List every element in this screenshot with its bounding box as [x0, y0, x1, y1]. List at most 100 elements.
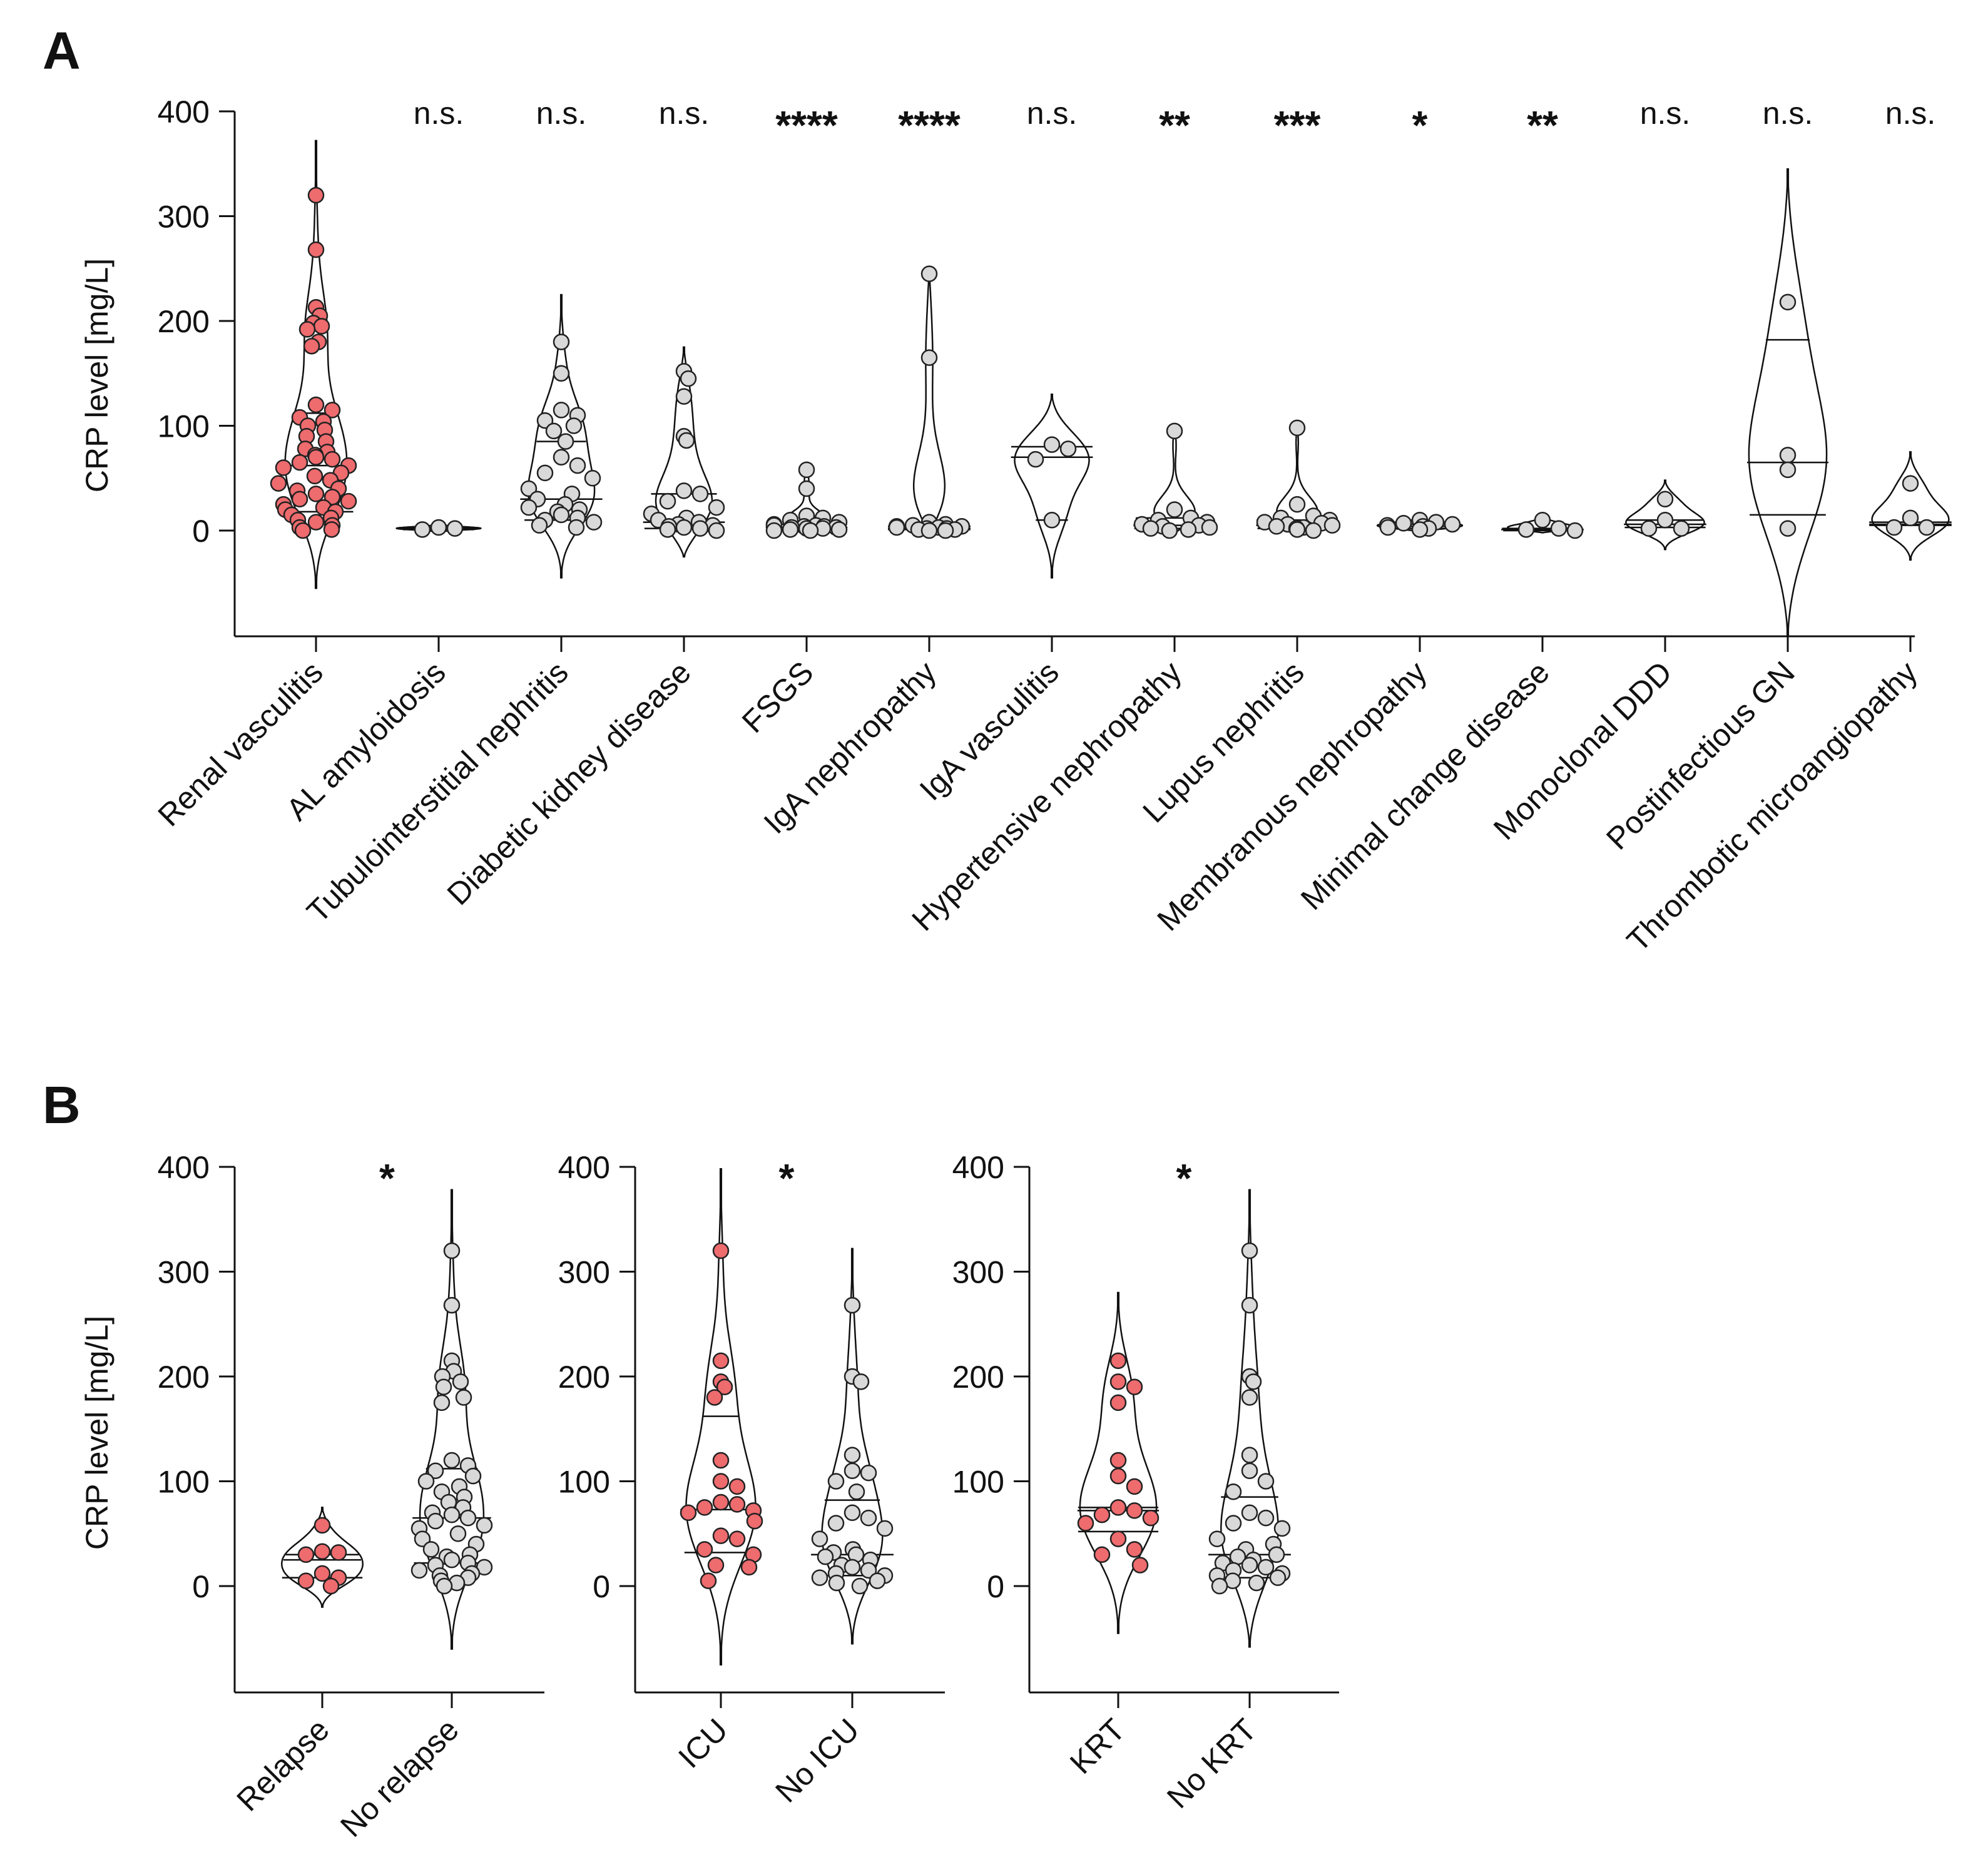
- cat-iga-vasculitis-data-point: [1059, 440, 1077, 457]
- panel-b-y-tick-label: 400: [952, 1150, 1004, 1185]
- group-krt-data-point: [1142, 1509, 1160, 1527]
- group-no-krt-data-point: [1273, 1520, 1291, 1537]
- group-icu-data-point: [740, 1559, 758, 1576]
- group-no-krt-data-point: [1257, 1559, 1275, 1576]
- group-no-krt-data-point: [1241, 1557, 1258, 1574]
- cat-hypertensive-nephropathy-data-point: [1180, 521, 1197, 538]
- group-icu-data-point: [707, 1557, 725, 1574]
- cat-lupus-nephritis-data-point: [1288, 419, 1306, 437]
- group-no-icu-data-point: [876, 1520, 894, 1537]
- group-no-relapse-data-point: [436, 1577, 453, 1595]
- cat-diabetic-kidney-disease-data-point: [675, 482, 693, 499]
- panel-b-significance: *: [1176, 1156, 1192, 1201]
- cat-renal-vasculitis-data-point: [323, 521, 340, 538]
- cat-diabetic-kidney-disease-data-point: [680, 370, 697, 387]
- group-krt-data-point: [1077, 1515, 1094, 1532]
- cat-thrombotic-microangiopathy-violin: [1871, 451, 1950, 561]
- cat-membranous-nephropathy-data-point: [1444, 516, 1461, 533]
- cat-tubulointerstitial-nephritis-data-point: [520, 499, 538, 516]
- panel-b-significance: *: [779, 1156, 795, 1201]
- cat-tubulointerstitial-nephritis: [520, 293, 603, 579]
- group-krt-data-point: [1126, 1478, 1143, 1495]
- cat-renal-vasculitis-data-point: [298, 321, 316, 338]
- cat-lupus-nephritis-data-point: [1268, 518, 1285, 535]
- panel-b-y-tick-label: 400: [158, 1150, 210, 1185]
- group-no-icu-data-point: [817, 1548, 834, 1565]
- group-no-relapse-data-point: [443, 1296, 461, 1314]
- group-no-icu-data-point: [860, 1562, 877, 1579]
- cat-fsgs: [765, 461, 848, 539]
- group-krt-data-point: [1109, 1452, 1127, 1469]
- group-no-icu-data-point: [844, 1296, 861, 1314]
- cat-renal-vasculitis-data-point: [294, 522, 312, 539]
- group-no-relapse-label: No relapse: [334, 1712, 466, 1844]
- group-krt-data-point: [1126, 1502, 1143, 1519]
- cat-minimal-change-disease-data-point: [1517, 521, 1535, 538]
- cat-postinfectious-gn-data-point: [1779, 520, 1797, 537]
- cat-postinfectious-gn-violin: [1748, 168, 1828, 636]
- cat-iga-nephropathy-data-point: [920, 265, 938, 282]
- cat-monoclonal-ddd-significance: n.s.: [1640, 96, 1691, 131]
- group-krt-data-point: [1109, 1530, 1127, 1547]
- group-no-relapse-data-point: [422, 1541, 440, 1558]
- group-no-relapse-data-point: [476, 1517, 493, 1534]
- cat-renal-vasculitis-data-point: [307, 449, 325, 465]
- group-no-krt-data-point: [1241, 1462, 1258, 1479]
- cat-iga-vasculitis: [1011, 394, 1093, 579]
- panel-b-y-tick-label: 200: [158, 1360, 210, 1395]
- panel-b-subplot-krt: 0 100 200 300 400 KRT No KRT *: [952, 1150, 1339, 1815]
- cat-tubulointerstitial-nephritis-data-point: [553, 506, 570, 524]
- group-icu-data-point: [712, 1352, 730, 1370]
- cat-renal-vasculitis-data-point: [307, 514, 325, 531]
- cat-diabetic-kidney-disease-data-point: [691, 520, 709, 537]
- cat-lupus-nephritis-data-point: [1288, 521, 1306, 538]
- group-no-icu-data-point: [860, 1509, 877, 1527]
- group-no-krt-data-point: [1241, 1242, 1258, 1259]
- group-no-relapse-violin: [419, 1189, 485, 1650]
- cat-hypertensive-nephropathy-significance: **: [1159, 103, 1190, 148]
- group-icu-data-point: [746, 1512, 763, 1530]
- group-no-icu: [811, 1248, 894, 1645]
- group-no-relapse-data-point: [459, 1509, 477, 1527]
- group-icu-data-point: [700, 1572, 717, 1589]
- cat-tubulointerstitial-nephritis-data-point: [536, 464, 554, 482]
- group-relapse-data-point: [313, 1543, 331, 1560]
- group-no-icu-data-point: [852, 1373, 870, 1390]
- group-no-relapse-data-point: [427, 1462, 444, 1479]
- cat-lupus-nephritis-data-point: [1288, 496, 1306, 513]
- panel-b-y-tick-label: 300: [558, 1255, 610, 1290]
- group-no-relapse-data-point: [410, 1562, 428, 1579]
- panel-b-y-tick-label: 200: [952, 1360, 1004, 1395]
- group-no-relapse-data-point: [427, 1512, 444, 1530]
- group-icu-data-point: [712, 1242, 730, 1259]
- group-no-krt-violin: [1220, 1189, 1279, 1648]
- cat-tubulointerstitial-nephritis-data-point: [553, 365, 570, 382]
- cat-postinfectious-gn-significance: n.s.: [1763, 96, 1813, 131]
- group-no-icu-data-point: [828, 1574, 845, 1592]
- cat-lupus-nephritis: [1256, 419, 1341, 539]
- cat-diabetic-kidney-disease-data-point: [659, 492, 676, 510]
- cat-thrombotic-microangiopathy-data-point: [1918, 519, 1935, 536]
- group-krt-data-point: [1109, 1499, 1127, 1516]
- group-no-relapse-data-point: [443, 1551, 461, 1569]
- group-krt-data-point: [1109, 1394, 1127, 1412]
- group-no-relapse-data-point: [433, 1394, 451, 1412]
- cat-diabetic-kidney-disease-data-point: [659, 521, 676, 538]
- cat-hypertensive-nephropathy-data-point: [1161, 522, 1178, 539]
- group-no-krt-data-point: [1269, 1569, 1287, 1586]
- group-icu-data-point: [680, 1504, 697, 1521]
- group-no-krt-data-point: [1257, 1473, 1275, 1490]
- cat-thrombotic-microangiopathy-data-point: [1902, 509, 1919, 527]
- group-relapse-data-point: [313, 1517, 331, 1534]
- cat-renal-vasculitis-data-point: [307, 241, 325, 258]
- group-krt-data-point: [1093, 1506, 1111, 1524]
- cat-tubulointerstitial-nephritis-data-point: [584, 470, 601, 487]
- panel-a-y-tick-label: 100: [158, 409, 210, 444]
- panel-b-y-tick-label: 400: [558, 1150, 610, 1185]
- cat-iga-vasculitis-data-point: [1043, 512, 1061, 529]
- cat-lupus-nephritis-significance: ***: [1274, 103, 1321, 148]
- panel-a-y-tick-label: 400: [158, 94, 210, 130]
- cat-membranous-nephropathy-data-point: [1379, 519, 1397, 536]
- group-no-icu-violin: [821, 1248, 884, 1645]
